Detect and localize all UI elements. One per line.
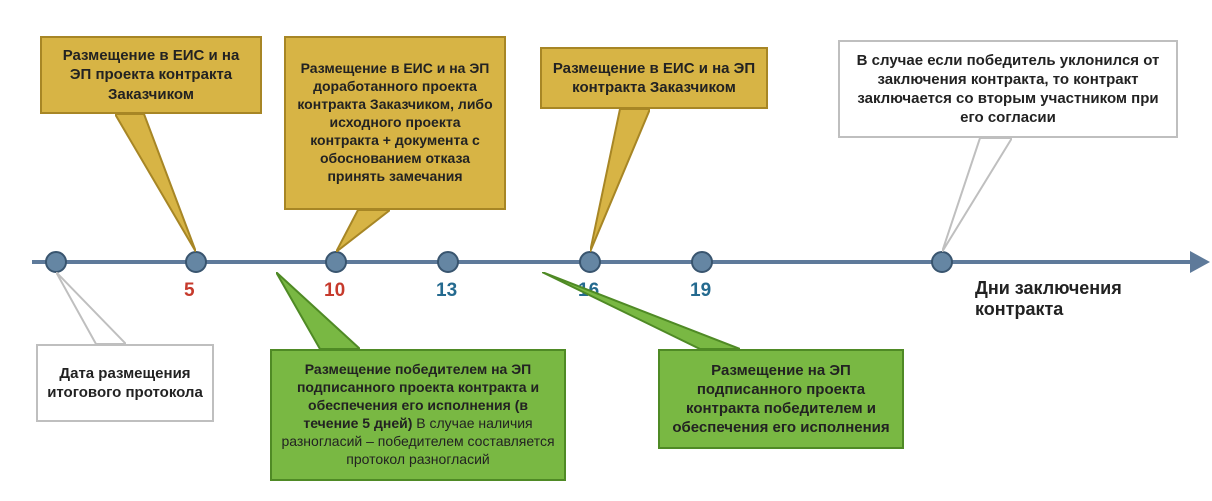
callout-text: Размещение на ЭП подписанного проекта ко…: [668, 361, 894, 438]
callout-box: Размещение в ЕИС и на ЭП контракта Заказ…: [540, 47, 768, 109]
callout-box: В случае если победитель уклонился от за…: [838, 40, 1178, 138]
callout-box: Размещение победителем на ЭП подписанног…: [270, 349, 566, 481]
timeline-dot: [579, 251, 601, 273]
callout-text: Размещение победителем на ЭП подписанног…: [280, 361, 556, 468]
callout-tail: [942, 138, 1012, 252]
callout-text: В случае если победитель уклонился от за…: [848, 51, 1168, 128]
callout-box: Размещение на ЭП подписанного проекта ко…: [658, 349, 904, 449]
callout-text: Размещение в ЕИС и на ЭП доработанного п…: [294, 60, 496, 185]
timeline-dot: [437, 251, 459, 273]
timeline-dot: [45, 251, 67, 273]
timeline-dot: [691, 251, 713, 273]
tick-label: 13: [436, 280, 457, 302]
callout-tail: [336, 210, 390, 252]
axis-arrowhead-icon: [1190, 251, 1210, 273]
timeline-dot: [325, 251, 347, 273]
callout-tail: [276, 272, 360, 349]
callout-box: Размещение в ЕИС и на ЭП доработанного п…: [284, 36, 506, 210]
tick-label: 5: [184, 280, 195, 302]
timeline-dot: [931, 251, 953, 273]
callout-text: Размещение в ЕИС и на ЭП проекта контрак…: [50, 46, 252, 104]
callout-tail: [115, 114, 196, 252]
callout-text: Дата размещения итогового протокола: [46, 364, 204, 402]
axis-end-label: Дни заключения контракта: [975, 278, 1175, 320]
callout-text: Размещение в ЕИС и на ЭП контракта Заказ…: [550, 59, 758, 97]
callout-box: Размещение в ЕИС и на ЭП проекта контрак…: [40, 36, 262, 114]
callout-tail: [590, 109, 650, 252]
callout-box: Дата размещения итогового протокола: [36, 344, 214, 422]
callout-tail: [542, 272, 740, 349]
timeline-dot: [185, 251, 207, 273]
callout-tail: [56, 272, 126, 344]
